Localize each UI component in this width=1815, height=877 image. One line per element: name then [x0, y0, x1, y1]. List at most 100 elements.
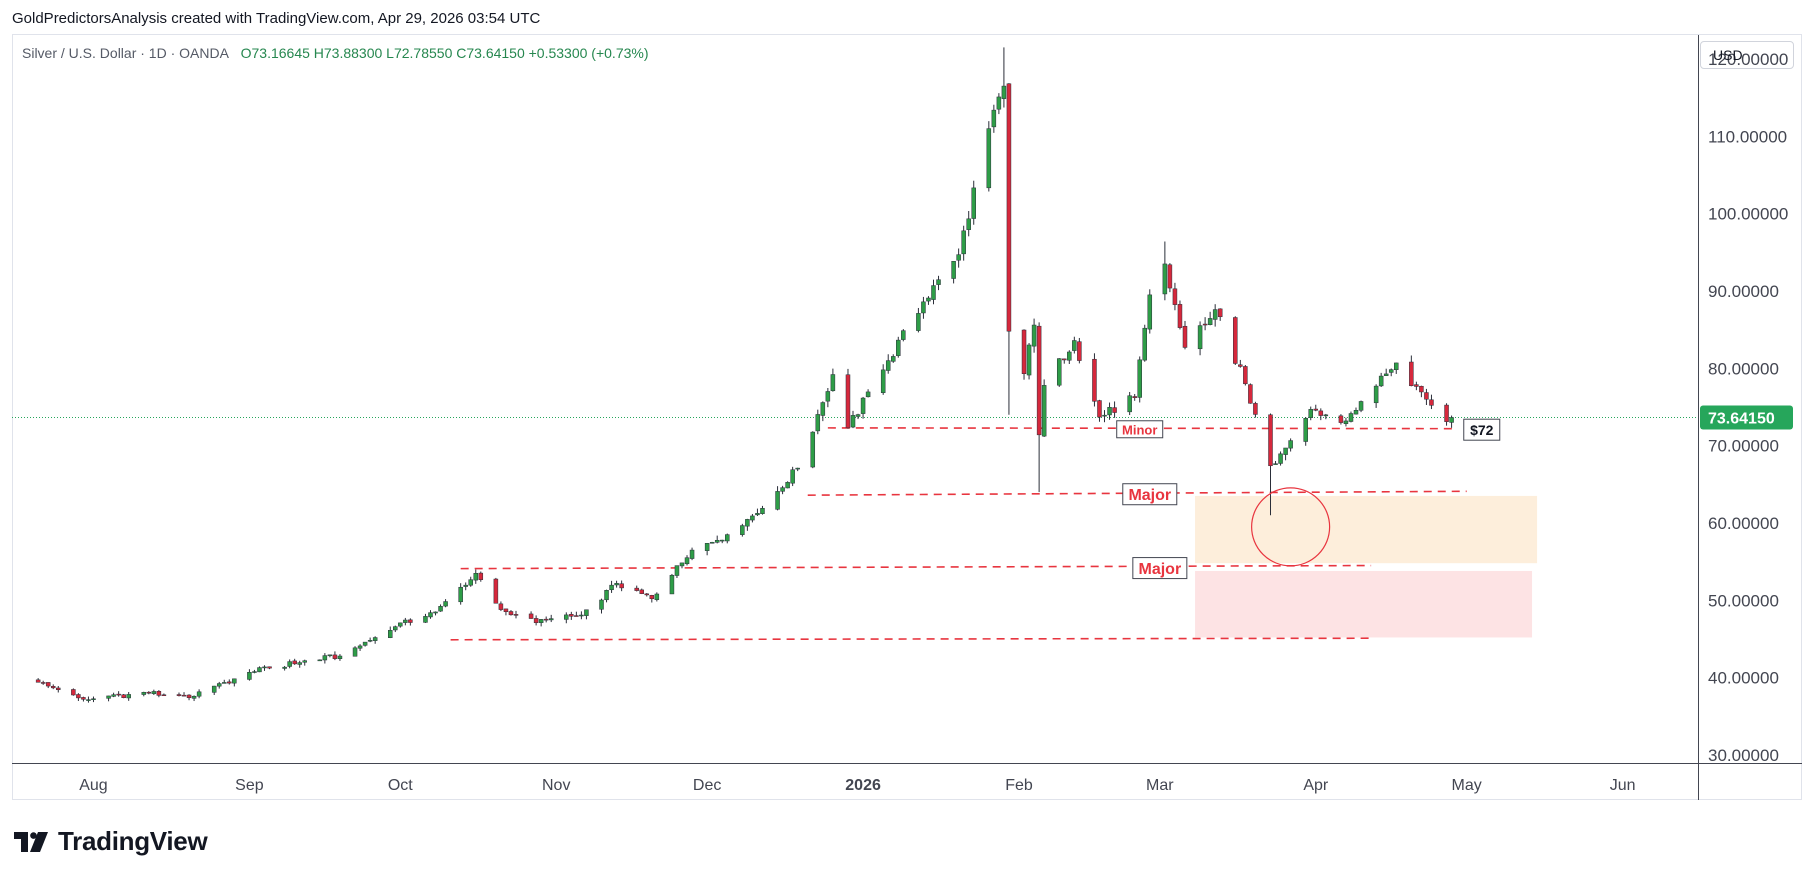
candle-body	[91, 698, 96, 700]
tradingview-wordmark: TradingView	[58, 826, 208, 856]
candle-body	[1378, 375, 1384, 387]
candle-body	[372, 637, 378, 641]
candle-body	[176, 694, 182, 696]
candle-body	[745, 519, 750, 527]
candle-body	[891, 356, 896, 362]
candle-body	[538, 619, 544, 623]
candle-body	[357, 645, 363, 649]
candle-body	[855, 414, 861, 417]
candle-body	[1358, 401, 1364, 411]
currency-selector[interactable]: USD	[1700, 41, 1794, 69]
candle-body	[1137, 359, 1142, 398]
candle-body	[352, 647, 358, 657]
candle-body	[704, 543, 710, 551]
candle-body	[790, 469, 795, 484]
candle-body	[956, 254, 961, 261]
level-label: Major	[1128, 487, 1171, 504]
candle-body	[473, 573, 479, 581]
candle-body	[216, 683, 222, 687]
level-line	[450, 637, 1372, 641]
level-label-box	[1116, 420, 1164, 439]
candle-body	[146, 691, 152, 694]
candle-body	[609, 584, 614, 591]
candle-body	[393, 626, 398, 631]
price-note-label: $72	[1470, 422, 1494, 438]
candle-body	[1132, 396, 1137, 398]
price-tick-label: 120.00000	[1708, 50, 1788, 69]
ohlc-values: O73.16645 H73.88300 L72.78550 C73.64150 …	[240, 45, 649, 61]
candle-body	[1167, 264, 1173, 289]
candle-body	[1449, 417, 1454, 423]
candle-body	[388, 630, 393, 638]
candle-body	[815, 414, 821, 432]
candle-body	[1288, 440, 1293, 449]
candle-body	[1212, 309, 1218, 320]
candle-body	[1102, 414, 1107, 417]
time-tick-label: 2026	[845, 777, 881, 794]
candle-body	[35, 679, 41, 683]
candle-body	[1021, 329, 1027, 374]
candle-body	[1373, 385, 1379, 404]
candle-body	[830, 374, 836, 392]
candle-body	[1077, 341, 1082, 361]
candle-body	[1268, 414, 1273, 467]
time-tick-label: Feb	[1005, 777, 1033, 794]
candle-body	[302, 660, 307, 663]
candle-body	[951, 261, 956, 279]
candle-body	[81, 697, 86, 700]
candle-body	[714, 539, 720, 543]
level-line	[460, 564, 1372, 570]
candle-body	[639, 589, 644, 594]
candle-body	[438, 606, 443, 612]
candle-body	[297, 662, 302, 665]
candle-body	[1036, 325, 1042, 436]
candle-body	[71, 689, 76, 696]
symbol-name[interactable]: Silver / U.S. Dollar · 1D · OANDA	[22, 45, 229, 61]
candle-body	[1429, 399, 1434, 406]
candle-body	[1253, 403, 1258, 415]
candle-body	[860, 397, 866, 414]
last-price-tag	[1700, 405, 1793, 430]
candle-body	[503, 608, 509, 613]
candle-body	[1142, 327, 1147, 361]
candle-body	[669, 574, 675, 595]
candle-body	[1248, 384, 1253, 404]
candle-body	[1217, 308, 1223, 318]
candle-body	[45, 682, 51, 687]
level-label: Major	[1139, 561, 1182, 578]
candle-body	[579, 614, 584, 617]
candle-body	[1273, 463, 1278, 465]
candle-body	[971, 187, 976, 219]
candle-body	[1147, 294, 1153, 330]
candle-body	[1107, 407, 1112, 416]
candle-body	[1197, 325, 1203, 350]
candle-body	[916, 313, 921, 331]
tradingview-brand[interactable]: TradingView	[14, 826, 208, 857]
price-note-box	[1463, 418, 1501, 441]
candle-body	[1313, 408, 1319, 411]
candle-body	[931, 285, 936, 300]
price-tick-label: 90.00000	[1708, 282, 1779, 301]
candle-body	[257, 667, 262, 673]
candle-body	[408, 619, 413, 623]
symbol-legend: Silver / U.S. Dollar · 1D · OANDA O73.16…	[22, 45, 649, 61]
candle-body	[423, 616, 428, 623]
candle-body	[106, 695, 111, 699]
candle-body	[76, 694, 81, 699]
candle-body	[56, 687, 61, 691]
candle-body	[599, 599, 604, 610]
chart-attribution: GoldPredictorsAnalysis created with Trad…	[12, 10, 541, 27]
candle-body	[533, 618, 539, 624]
tradingview-logo-icon	[14, 831, 48, 852]
candle-body	[493, 578, 499, 604]
candle-body	[986, 128, 992, 189]
candle-body	[865, 391, 871, 398]
candle-body	[463, 584, 468, 587]
candle-body	[458, 586, 463, 603]
candle-body	[126, 694, 131, 699]
candle-body	[684, 557, 690, 565]
candle-body	[850, 415, 856, 428]
price-tick-label: 40.00000	[1708, 669, 1779, 688]
candle-body	[232, 678, 237, 684]
